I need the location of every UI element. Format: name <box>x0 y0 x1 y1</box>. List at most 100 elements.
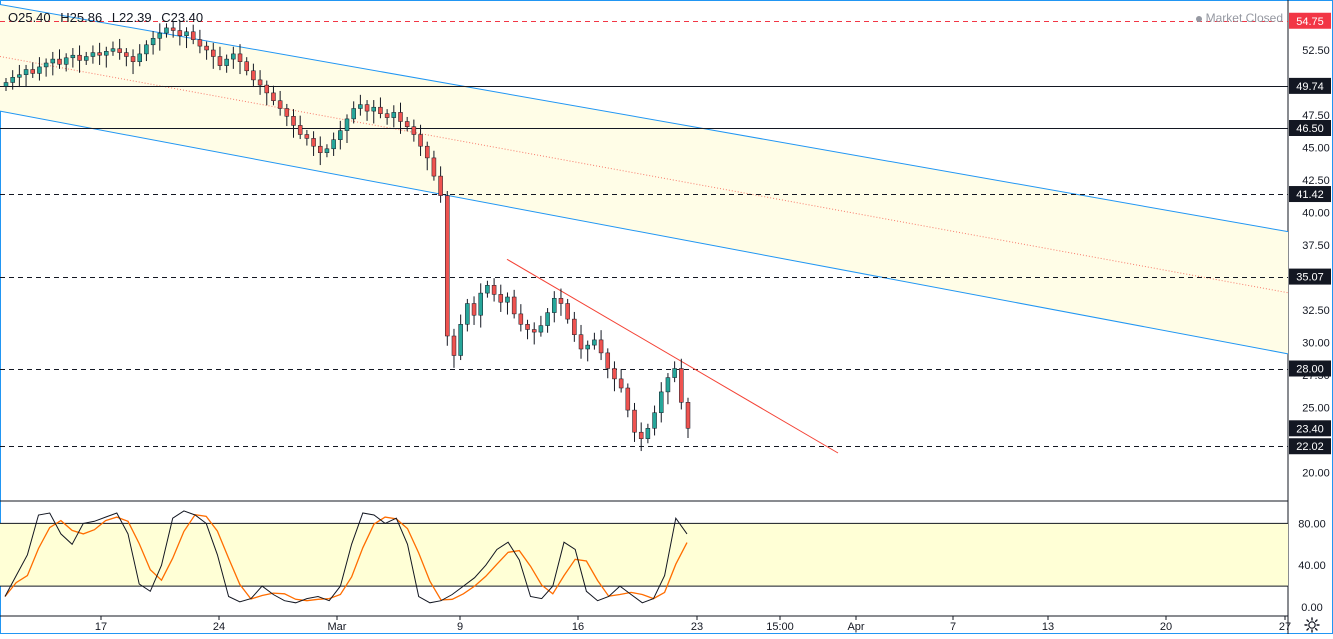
candle-body <box>344 118 350 131</box>
price-tick-label: 45.00 <box>1302 143 1330 155</box>
candle-body <box>170 27 176 31</box>
candle-body <box>297 125 303 135</box>
candle-body <box>384 113 390 118</box>
price-badge-label: 41.42 <box>1296 189 1324 201</box>
time-tick-label: 13 <box>1042 621 1054 633</box>
candle-body <box>70 54 76 59</box>
candle-body <box>679 368 684 403</box>
price-badge <box>1289 438 1331 455</box>
price-tick-label: 37.50 <box>1302 240 1330 252</box>
candle-body <box>538 325 544 333</box>
price-badge <box>1289 420 1331 437</box>
stoch-tick-label: 40.00 <box>1298 560 1326 572</box>
candle-body <box>318 145 323 153</box>
trend-line <box>506 258 839 454</box>
candle-body <box>50 58 56 64</box>
candle-body <box>177 30 183 36</box>
candle-body <box>485 285 490 294</box>
candle-body <box>311 138 316 147</box>
candle-body <box>124 52 129 57</box>
candle-body <box>471 303 477 316</box>
candle-body <box>217 56 223 66</box>
candle-body <box>104 51 109 56</box>
time-tick-label: 24 <box>213 621 225 633</box>
candle-body <box>391 112 397 118</box>
candle-body <box>291 116 296 126</box>
candle-body <box>404 121 410 127</box>
candle-body <box>43 62 49 68</box>
candle-body <box>244 61 249 72</box>
price-badge-label: 23.40 <box>1296 423 1324 435</box>
candle-body <box>685 402 691 429</box>
stoch-band <box>0 523 1288 587</box>
price-badge-label: 22.02 <box>1296 441 1324 453</box>
price-badge <box>1289 12 1331 29</box>
candle-body <box>10 77 15 83</box>
stoch-k-line <box>4 510 688 604</box>
stoch-d-line <box>4 513 688 602</box>
candle-body <box>659 391 664 413</box>
price-tick-label: 47.50 <box>1302 110 1330 122</box>
high-value: H25.86 <box>60 10 103 25</box>
price-tick-label: 42.50 <box>1302 175 1330 187</box>
candle-body <box>418 134 423 147</box>
candle-body <box>3 82 9 87</box>
price-badge <box>1289 360 1331 377</box>
candle-body <box>505 296 510 303</box>
price-tick-label: 20.00 <box>1302 468 1330 480</box>
candle-body <box>284 108 290 117</box>
time-tick-label: 27 <box>1279 621 1291 633</box>
candle-body <box>364 104 370 112</box>
status-dot-icon <box>1195 15 1202 22</box>
candle-body <box>63 57 69 65</box>
ohlc-legend: O25.40 H25.86 L22.39 C23.40 <box>8 10 209 25</box>
candle-body <box>117 48 122 53</box>
gear-icon[interactable] <box>1304 617 1320 633</box>
candle-body <box>625 387 631 411</box>
time-tick-label: 23 <box>691 621 703 633</box>
candle-body <box>190 31 196 40</box>
candle-body <box>110 48 116 52</box>
candle-body <box>231 53 236 60</box>
candle-body <box>90 52 96 57</box>
candle-body <box>77 54 82 61</box>
price-badge <box>1289 120 1331 136</box>
candle-body <box>211 49 216 57</box>
candle-body <box>665 377 671 393</box>
candle-body <box>144 44 149 55</box>
time-tick-label: 20 <box>1160 621 1172 633</box>
price-badge-label: 49.74 <box>1296 81 1324 93</box>
candle-body <box>83 56 89 61</box>
candle-body <box>371 106 376 112</box>
time-tick-label: 7 <box>950 621 956 633</box>
channel-fill <box>0 4 1288 354</box>
close-value: C23.40 <box>161 10 204 25</box>
time-tick-label: 16 <box>572 621 584 633</box>
candle-body <box>511 296 517 315</box>
candle-body <box>491 285 497 295</box>
candle-body <box>672 368 677 378</box>
candle-body <box>251 70 256 81</box>
candle-body <box>184 31 189 36</box>
candle-body <box>585 344 590 350</box>
candle-body <box>224 58 229 66</box>
market-status: Market Closed <box>1195 11 1283 25</box>
candle-body <box>572 318 577 335</box>
candle-body <box>578 334 584 350</box>
candle-body <box>652 412 657 429</box>
price-tick-label: 40.00 <box>1302 208 1330 220</box>
candle-body <box>130 56 136 62</box>
candle-body <box>150 38 156 46</box>
candle-body <box>378 106 383 114</box>
candle-body <box>257 79 263 86</box>
candle-body <box>465 303 470 325</box>
candle-body <box>565 303 570 320</box>
candle-body <box>411 126 417 135</box>
candle-body <box>57 58 62 65</box>
price-badge <box>1289 186 1331 203</box>
candle-body <box>445 195 450 337</box>
candle-body <box>431 157 437 177</box>
candle-body <box>164 27 169 34</box>
